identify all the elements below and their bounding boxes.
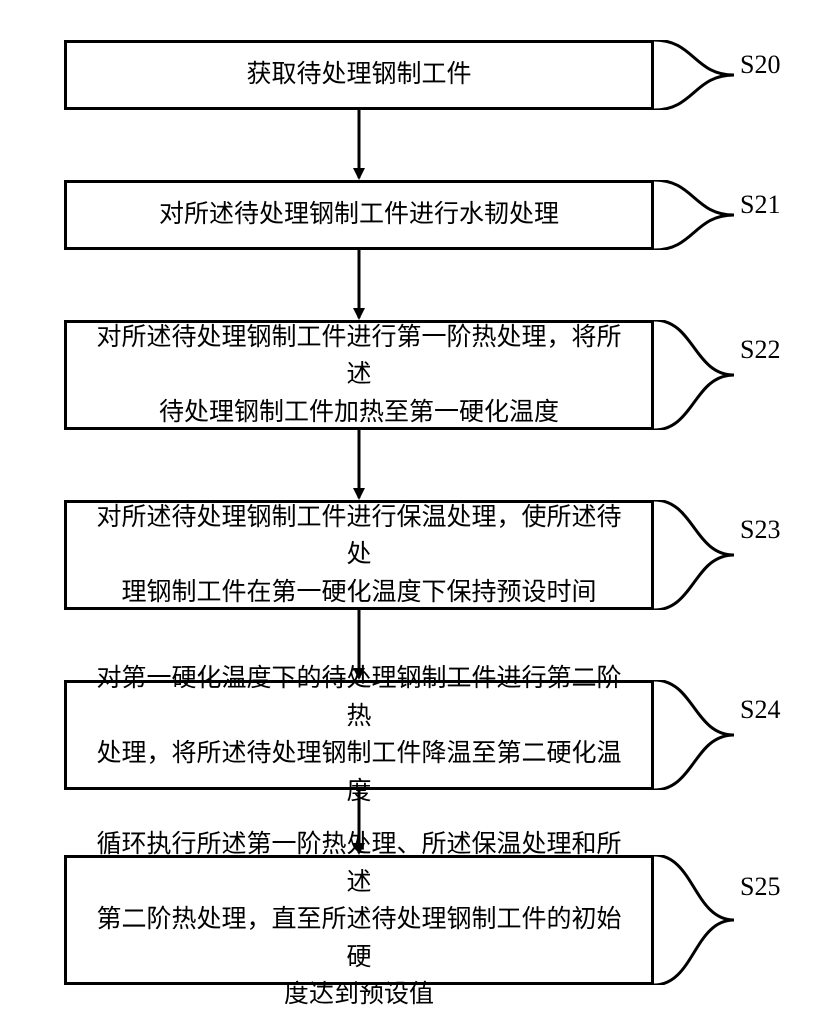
flowchart-canvas: 获取待处理钢制工件 对所述待处理钢制工件进行水韧处理 对所述待处理钢制工件进行第… — [0, 0, 833, 1000]
step-s25-line3: 度达到预设值 — [87, 976, 631, 1014]
label-s25: S25 — [740, 872, 780, 902]
step-s21-box: 对所述待处理钢制工件进行水韧处理 — [64, 180, 654, 250]
step-s20-line1: 获取待处理钢制工件 — [246, 56, 471, 94]
step-s25-box: 循环执行所述第一阶热处理、所述保温处理和所述 第二阶热处理，直至所述待处理钢制工… — [64, 855, 654, 985]
step-s23-line1: 对所述待处理钢制工件进行保温处理，使所述待处 — [87, 499, 631, 574]
brace-s20 — [654, 40, 734, 110]
step-s25-line1: 循环执行所述第一阶热处理、所述保温处理和所述 — [87, 826, 631, 901]
step-s22-line1: 对所述待处理钢制工件进行第一阶热处理，将所述 — [87, 319, 631, 394]
step-s21-line1: 对所述待处理钢制工件进行水韧处理 — [159, 196, 559, 234]
label-s22: S22 — [740, 335, 780, 365]
step-s22-box: 对所述待处理钢制工件进行第一阶热处理，将所述 待处理钢制工件加热至第一硬化温度 — [64, 320, 654, 430]
brace-s22 — [654, 320, 734, 430]
step-s24-line1: 对第一硬化温度下的待处理钢制工件进行第二阶热 — [87, 660, 631, 735]
step-s23-box: 对所述待处理钢制工件进行保温处理，使所述待处 理钢制工件在第一硬化温度下保持预设… — [64, 500, 654, 610]
label-s24: S24 — [740, 695, 780, 725]
step-s25-line2: 第二阶热处理，直至所述待处理钢制工件的初始硬 — [87, 901, 631, 976]
step-s22-line2: 待处理钢制工件加热至第一硬化温度 — [87, 394, 631, 432]
step-s23-line2: 理钢制工件在第一硬化温度下保持预设时间 — [87, 574, 631, 612]
brace-s23 — [654, 500, 734, 610]
brace-s21 — [654, 180, 734, 250]
step-s20-box: 获取待处理钢制工件 — [64, 40, 654, 110]
step-s24-box: 对第一硬化温度下的待处理钢制工件进行第二阶热 处理，将所述待处理钢制工件降温至第… — [64, 680, 654, 790]
label-s20: S20 — [740, 50, 780, 80]
brace-s25 — [654, 855, 734, 985]
step-s24-line2: 处理，将所述待处理钢制工件降温至第二硬化温度 — [87, 735, 631, 810]
label-s23: S23 — [740, 515, 780, 545]
label-s21: S21 — [740, 190, 780, 220]
brace-s24 — [654, 680, 734, 790]
